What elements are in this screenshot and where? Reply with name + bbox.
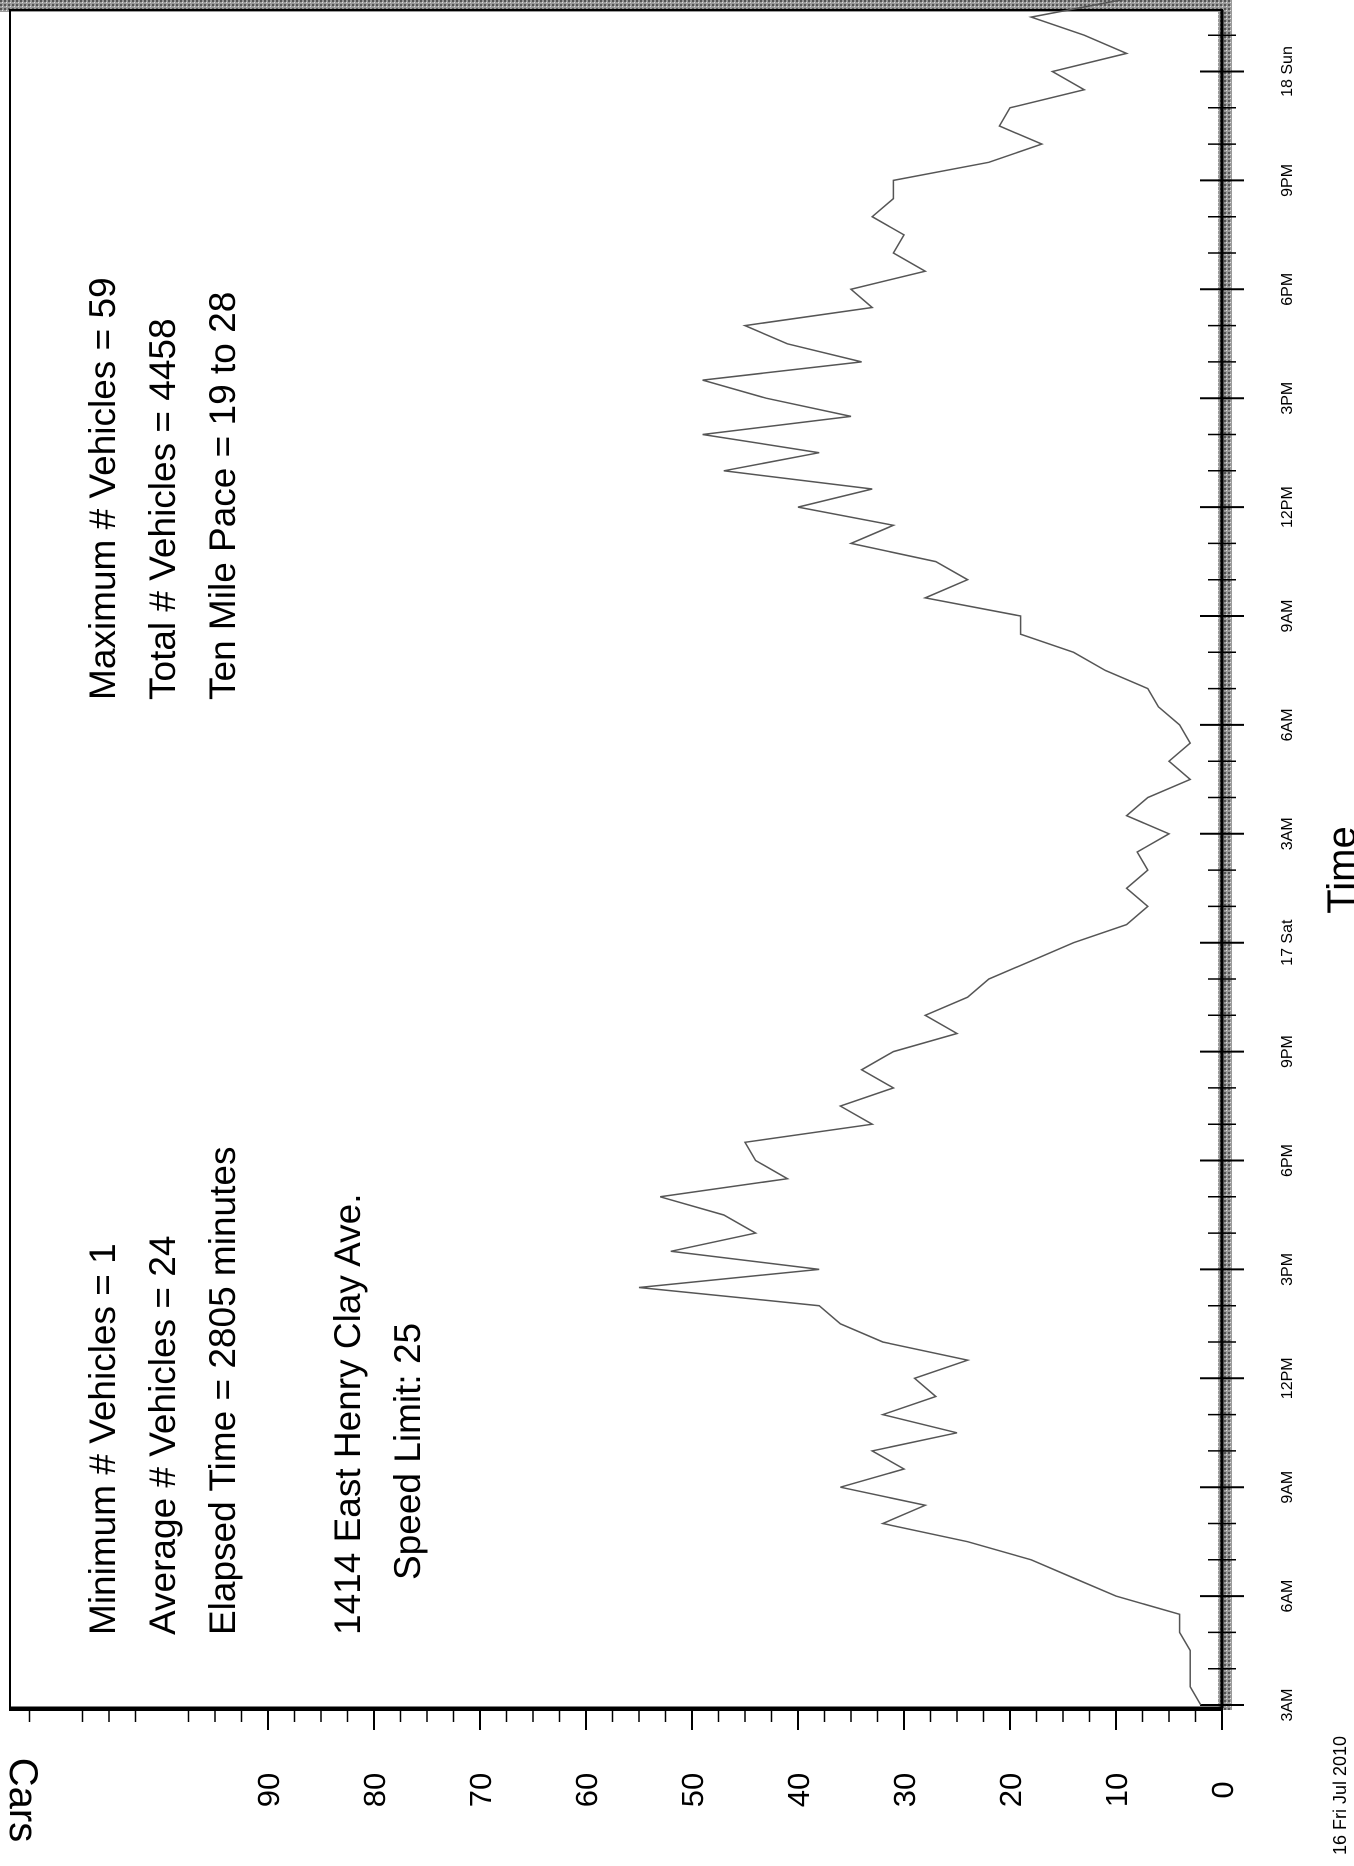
stat-max-vehicles: Maximum # Vehicles = 59 (82, 277, 123, 700)
stat-elapsed-time: Elapsed Time = 2805 minutes (202, 1147, 243, 1635)
x-tick-label: 3PM (1279, 1253, 1296, 1286)
start-date-label: 16 Fri Jul 2010 (1330, 1736, 1350, 1855)
plot-frame (9, 9, 1223, 1711)
stat-ten-mile-pace: Ten Mile Pace = 19 to 28 (202, 292, 243, 700)
y-tick-label: 40 (781, 1773, 816, 1807)
stat-min-vehicles: Minimum # Vehicles = 1 (82, 1243, 123, 1635)
series-line-cars (638, 0, 1202, 1706)
x-tick-label: 6AM (1279, 708, 1296, 741)
stat-avg-vehicles: Average # Vehicles = 24 (142, 1236, 183, 1635)
stat-total-vehicles: Total # Vehicles = 4458 (142, 318, 183, 700)
y-tick-label: 70 (463, 1773, 498, 1807)
x-tick-label: 9PM (1279, 164, 1296, 197)
x-tick-label: 9AM (1279, 600, 1296, 633)
y-tick-label: 60 (569, 1773, 604, 1807)
x-tick-label: 17 Sat (1279, 919, 1296, 966)
x-tick-label: 9AM (1279, 1471, 1296, 1504)
speed-limit-label: Speed Limit: 25 (387, 1323, 428, 1580)
x-tick-label: 6PM (1279, 273, 1296, 306)
x-tick-label: 9PM (1279, 1035, 1296, 1068)
x-tick-label: 6PM (1279, 1144, 1296, 1177)
y-axis-ticks: 0 10 20 30 40 50 60 70 80 90 (28, 1708, 1240, 1807)
x-axis-ticks: 3AM 6AM 9AM 12PM 3PM 6PM 9PM 17 Sat 3AM 6AM 9AM 12P… (1200, 34, 1296, 1722)
x-axis-title: Time (1320, 826, 1354, 913)
x-tick-label: 3PM (1279, 382, 1296, 415)
y-tick-label: 80 (357, 1773, 392, 1807)
right-border-strip (1218, 0, 1232, 1710)
location-label: 1414 East Henry Clay Ave. (327, 1193, 368, 1635)
x-tick-label: 12PM (1279, 486, 1296, 528)
y-tick-label: 50 (675, 1773, 710, 1807)
x-tick-label: 12PM (1279, 1357, 1296, 1399)
y-tick-label: 30 (887, 1773, 922, 1807)
x-tick-label: 18 Sun (1279, 46, 1296, 97)
x-tick-label: 3AM (1279, 1689, 1296, 1722)
y-tick-label: 20 (993, 1773, 1028, 1807)
x-tick-label: 6AM (1279, 1580, 1296, 1613)
y-axis-title: Cars (1, 1758, 45, 1842)
y-tick-label: 0 (1205, 1781, 1240, 1798)
x-tick-label: 3AM (1279, 817, 1296, 850)
y-tick-label: 90 (251, 1773, 286, 1807)
y-tick-label: 10 (1099, 1773, 1134, 1807)
